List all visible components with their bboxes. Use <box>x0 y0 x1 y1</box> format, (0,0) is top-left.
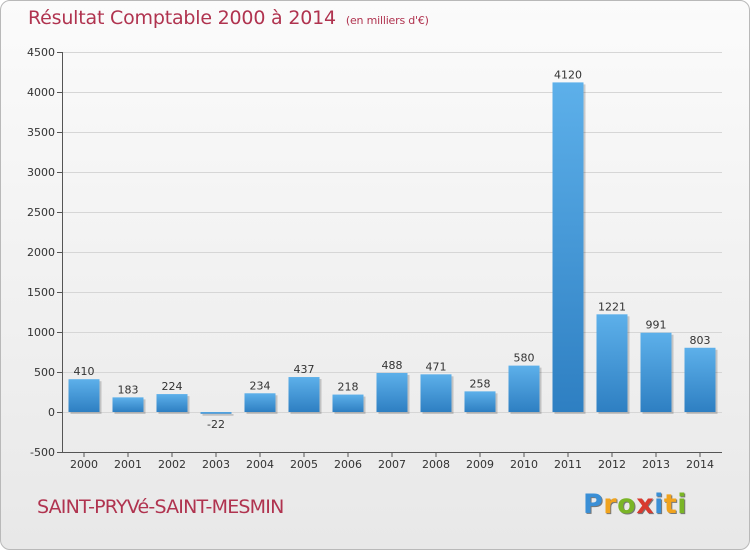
data-label: -22 <box>207 418 225 431</box>
logo-letter: x <box>636 489 655 520</box>
x-tick-label: 2003 <box>202 458 230 471</box>
x-tick-label: 2014 <box>686 458 714 471</box>
bar <box>640 332 672 412</box>
data-labels: 410 183 224 -22 234 437 218 488 471 258 580 4120 122… <box>74 68 711 430</box>
bar <box>552 82 584 413</box>
y-tick-label: 1500 <box>27 286 55 299</box>
bar <box>508 365 540 412</box>
y-tick-label: -500 <box>30 446 55 459</box>
bars <box>68 82 718 416</box>
bar <box>68 379 100 412</box>
bar <box>420 374 452 412</box>
y-tick-label: 3500 <box>27 126 55 139</box>
bar-shadow <box>202 414 234 416</box>
bar <box>332 394 364 412</box>
bar <box>244 393 276 412</box>
bar <box>464 391 496 412</box>
logo-letter: o <box>617 489 637 520</box>
logo-letter: t <box>663 489 678 520</box>
y-tick-label: 4500 <box>27 46 55 59</box>
x-tick-label: 2000 <box>70 458 98 471</box>
chart-title: Résultat Comptable 2000 à 2014 (en millie… <box>28 7 429 29</box>
title-text: Résultat Comptable 2000 à 2014 <box>28 7 336 29</box>
x-tick-label: 2006 <box>334 458 362 471</box>
commune-name: SAINT-PRYVé-SAINT-MESMIN <box>37 496 284 518</box>
bar <box>596 314 628 412</box>
data-label: 580 <box>514 352 535 365</box>
bar <box>684 347 716 412</box>
x-tick-label: 2007 <box>378 458 406 471</box>
bar <box>376 372 408 412</box>
y-tick-label: 2500 <box>27 206 55 219</box>
axes: -500 0 500 1000 1500 2000 2500 3000 3500 4000 4500… <box>27 46 722 471</box>
data-label: 4120 <box>554 68 582 81</box>
grid-lines <box>62 52 722 453</box>
y-tick-label: 2000 <box>27 246 55 259</box>
data-label: 410 <box>74 365 95 378</box>
logo-letter: i <box>654 489 664 520</box>
proxiti-logo: Proxiti <box>583 489 687 520</box>
data-label: 234 <box>250 379 271 392</box>
logo-letter: P <box>583 489 604 520</box>
data-label: 488 <box>382 359 403 372</box>
x-tick-label: 2005 <box>290 458 318 471</box>
x-tick-label: 2010 <box>510 458 538 471</box>
logo-letter: i <box>677 489 688 520</box>
x-tick-label: 2004 <box>246 458 274 471</box>
x-tick-label: 2001 <box>114 458 142 471</box>
x-tick-label: 2013 <box>642 458 670 471</box>
x-tick-label: 2012 <box>598 458 626 471</box>
y-tick-label: 3000 <box>27 166 55 179</box>
subtitle-text: (en milliers d'€) <box>345 14 429 27</box>
logo-letter: r <box>603 489 618 520</box>
x-tick-label: 2009 <box>466 458 494 471</box>
y-tick-label: 500 <box>34 366 55 379</box>
data-label: 991 <box>646 319 667 332</box>
data-label: 471 <box>426 360 447 373</box>
x-tick-label: 2002 <box>158 458 186 471</box>
data-label: 224 <box>162 380 183 393</box>
bar <box>200 412 232 414</box>
x-tick-label: 2011 <box>554 458 582 471</box>
y-tick-label: 4000 <box>27 86 55 99</box>
y-tick-label: 1000 <box>27 326 55 339</box>
x-tick-label: 2008 <box>422 458 450 471</box>
data-label: 258 <box>470 377 491 390</box>
y-tick-label: 0 <box>48 406 55 419</box>
bar <box>288 377 320 412</box>
data-label: 218 <box>338 381 359 394</box>
data-label: 183 <box>118 383 139 396</box>
bar <box>112 397 144 412</box>
bar <box>156 394 188 412</box>
data-label: 1221 <box>598 300 626 313</box>
data-label: 437 <box>294 363 315 376</box>
data-label: 803 <box>690 334 711 347</box>
